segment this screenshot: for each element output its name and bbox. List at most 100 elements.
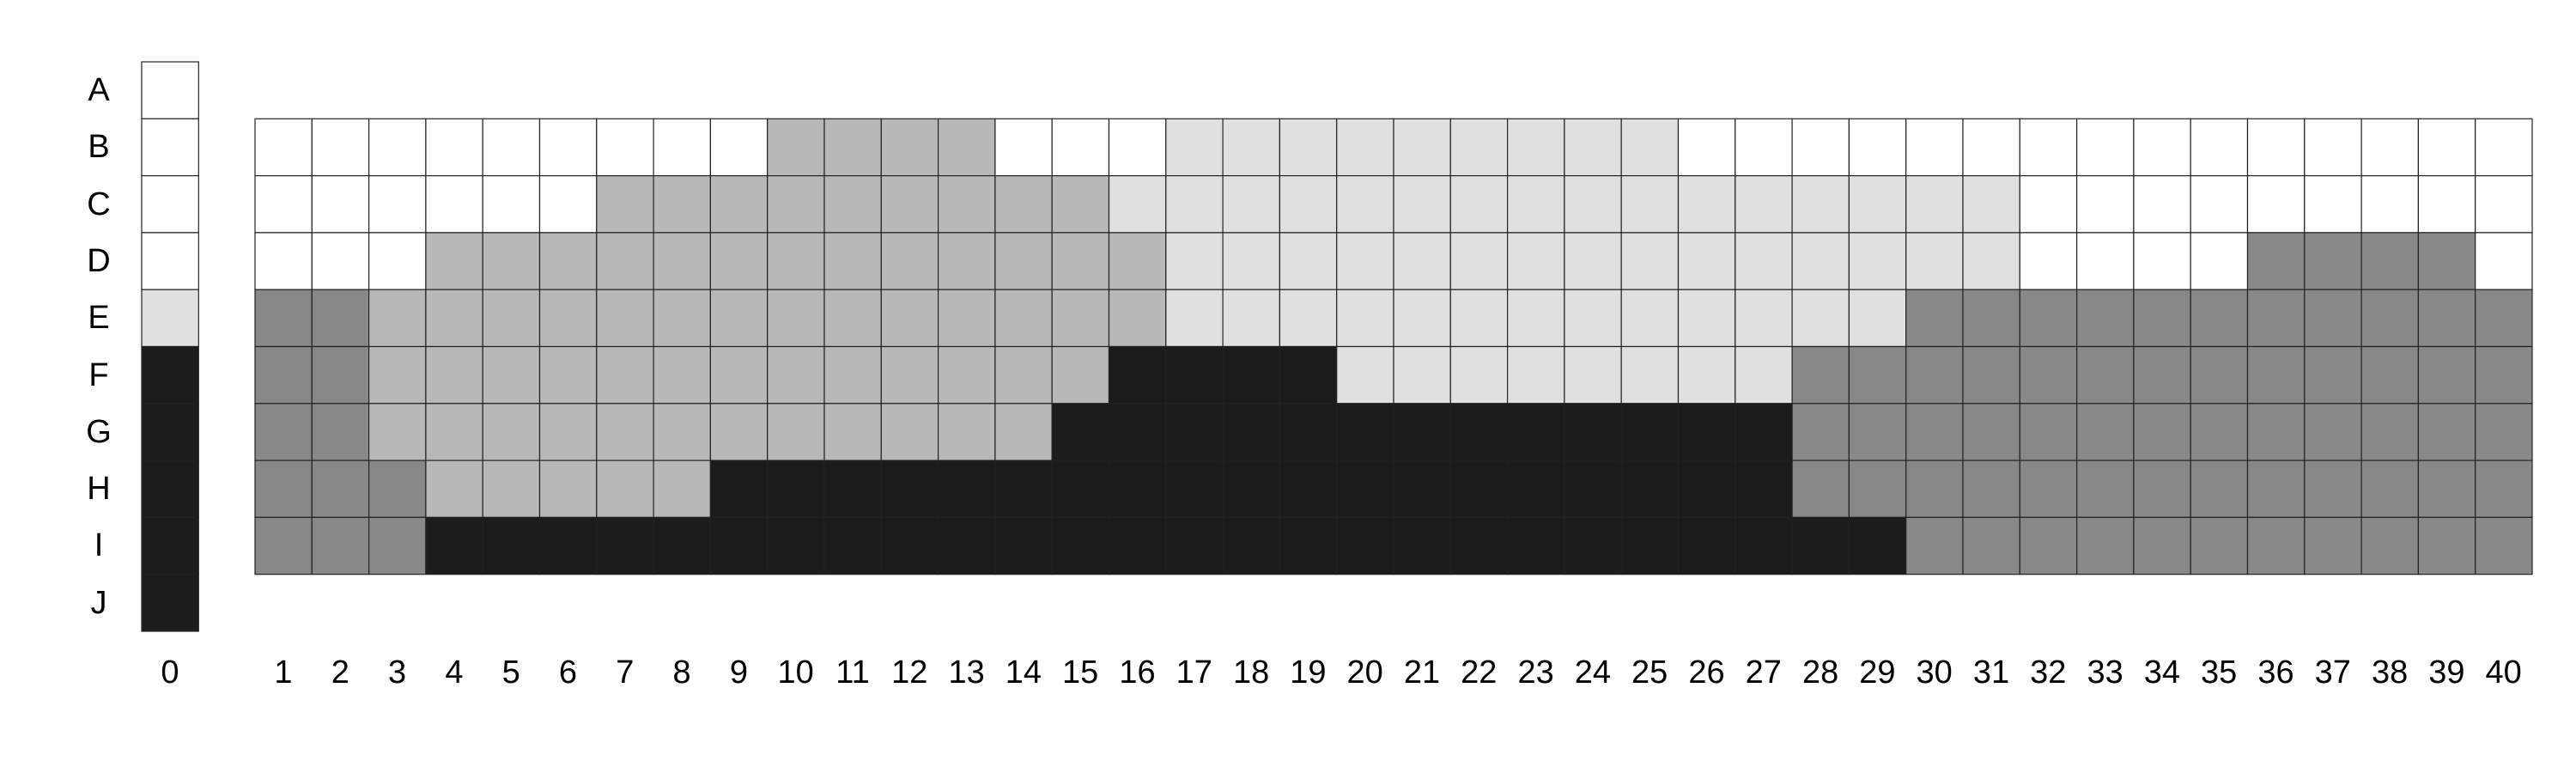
cell-E-10: [767, 289, 825, 348]
cell-E-32: [2019, 289, 2078, 348]
cell-F-37: [2304, 345, 2362, 405]
col-label-2: 2: [331, 654, 349, 691]
cell-G-17: [1165, 403, 1224, 461]
cell-B-32: [2019, 118, 2078, 177]
cell-H-40: [2475, 460, 2533, 518]
cell-H-20: [1336, 460, 1394, 518]
cell-D-16: [1108, 232, 1167, 290]
cell-B-7: [596, 118, 654, 177]
cell-B-9: [709, 118, 769, 177]
cell-B-8: [653, 118, 711, 177]
col-label-24: 24: [1574, 654, 1612, 691]
cell-G-40: [2475, 403, 2533, 461]
cell-F-2: [311, 345, 370, 405]
cell-H-17: [1165, 460, 1224, 518]
cell-E-2: [311, 289, 370, 348]
col-label-29: 29: [1859, 654, 1896, 691]
cell-C-38: [2360, 175, 2420, 234]
cell-F-30: [1905, 345, 1964, 405]
cell-I-34: [2133, 516, 2191, 575]
ref-cell-B: [141, 118, 199, 177]
cell-I-40: [2475, 516, 2533, 575]
cell-C-35: [2190, 175, 2249, 234]
cell-I-13: [937, 516, 996, 575]
cell-D-30: [1905, 232, 1964, 290]
cell-F-14: [994, 345, 1053, 405]
cell-D-25: [1620, 232, 1680, 290]
col-label-26: 26: [1688, 654, 1725, 691]
cell-B-25: [1620, 118, 1680, 177]
cell-F-32: [2019, 345, 2078, 405]
col-label-40: 40: [2485, 654, 2522, 691]
cell-B-5: [482, 118, 541, 177]
cell-I-14: [994, 516, 1053, 575]
cell-G-22: [1449, 403, 1509, 461]
cell-D-4: [425, 232, 483, 290]
cell-D-37: [2304, 232, 2362, 290]
col-label-28: 28: [1801, 654, 1839, 691]
cell-C-23: [1506, 175, 1565, 234]
cell-B-19: [1279, 118, 1338, 177]
cell-B-11: [823, 118, 882, 177]
cell-G-38: [2360, 403, 2420, 461]
ref-cell-I: [141, 516, 199, 575]
cell-D-9: [709, 232, 769, 290]
cell-F-6: [538, 345, 598, 405]
cell-I-5: [482, 516, 541, 575]
cell-I-39: [2417, 516, 2476, 575]
cell-G-13: [937, 403, 996, 461]
col-label-14: 14: [1005, 654, 1042, 691]
cell-H-4: [425, 460, 483, 518]
cell-H-36: [2246, 460, 2306, 518]
cell-H-28: [1791, 460, 1850, 518]
cell-B-34: [2133, 118, 2191, 177]
cell-F-4: [425, 345, 483, 405]
cell-I-1: [254, 516, 313, 575]
cell-H-12: [880, 460, 939, 518]
cell-G-30: [1905, 403, 1964, 461]
cell-C-15: [1051, 175, 1110, 234]
cell-E-17: [1165, 289, 1224, 348]
cell-I-35: [2190, 516, 2249, 575]
cell-G-6: [538, 403, 598, 461]
cell-E-6: [538, 289, 598, 348]
cell-C-34: [2133, 175, 2191, 234]
cell-H-32: [2019, 460, 2078, 518]
cell-D-6: [538, 232, 598, 290]
cell-I-11: [823, 516, 882, 575]
cell-B-26: [1677, 118, 1736, 177]
cell-E-11: [823, 289, 882, 348]
cell-D-5: [482, 232, 541, 290]
cell-H-10: [767, 460, 825, 518]
cell-G-25: [1620, 403, 1680, 461]
cell-E-18: [1222, 289, 1280, 348]
col-label-37: 37: [2314, 654, 2351, 691]
col-label-39: 39: [2428, 654, 2465, 691]
cell-F-28: [1791, 345, 1850, 405]
cell-E-36: [2246, 289, 2306, 348]
cell-E-37: [2304, 289, 2362, 348]
cell-C-29: [1848, 175, 1907, 234]
cell-E-38: [2360, 289, 2420, 348]
col-label-31: 31: [1972, 654, 2010, 691]
cell-H-11: [823, 460, 882, 518]
cell-B-40: [2475, 118, 2533, 177]
cell-D-7: [596, 232, 654, 290]
row-label-I: I: [94, 527, 104, 564]
col-label-0: 0: [161, 654, 179, 691]
cell-E-25: [1620, 289, 1680, 348]
cell-D-40: [2475, 232, 2533, 290]
cell-H-19: [1279, 460, 1338, 518]
cell-B-10: [767, 118, 825, 177]
cell-G-19: [1279, 403, 1338, 461]
cell-C-27: [1735, 175, 1793, 234]
cell-B-29: [1848, 118, 1907, 177]
cell-G-11: [823, 403, 882, 461]
cell-B-15: [1051, 118, 1110, 177]
cell-G-4: [425, 403, 483, 461]
cell-I-17: [1165, 516, 1224, 575]
col-label-22: 22: [1461, 654, 1498, 691]
cell-E-21: [1393, 289, 1451, 348]
cell-G-23: [1506, 403, 1565, 461]
